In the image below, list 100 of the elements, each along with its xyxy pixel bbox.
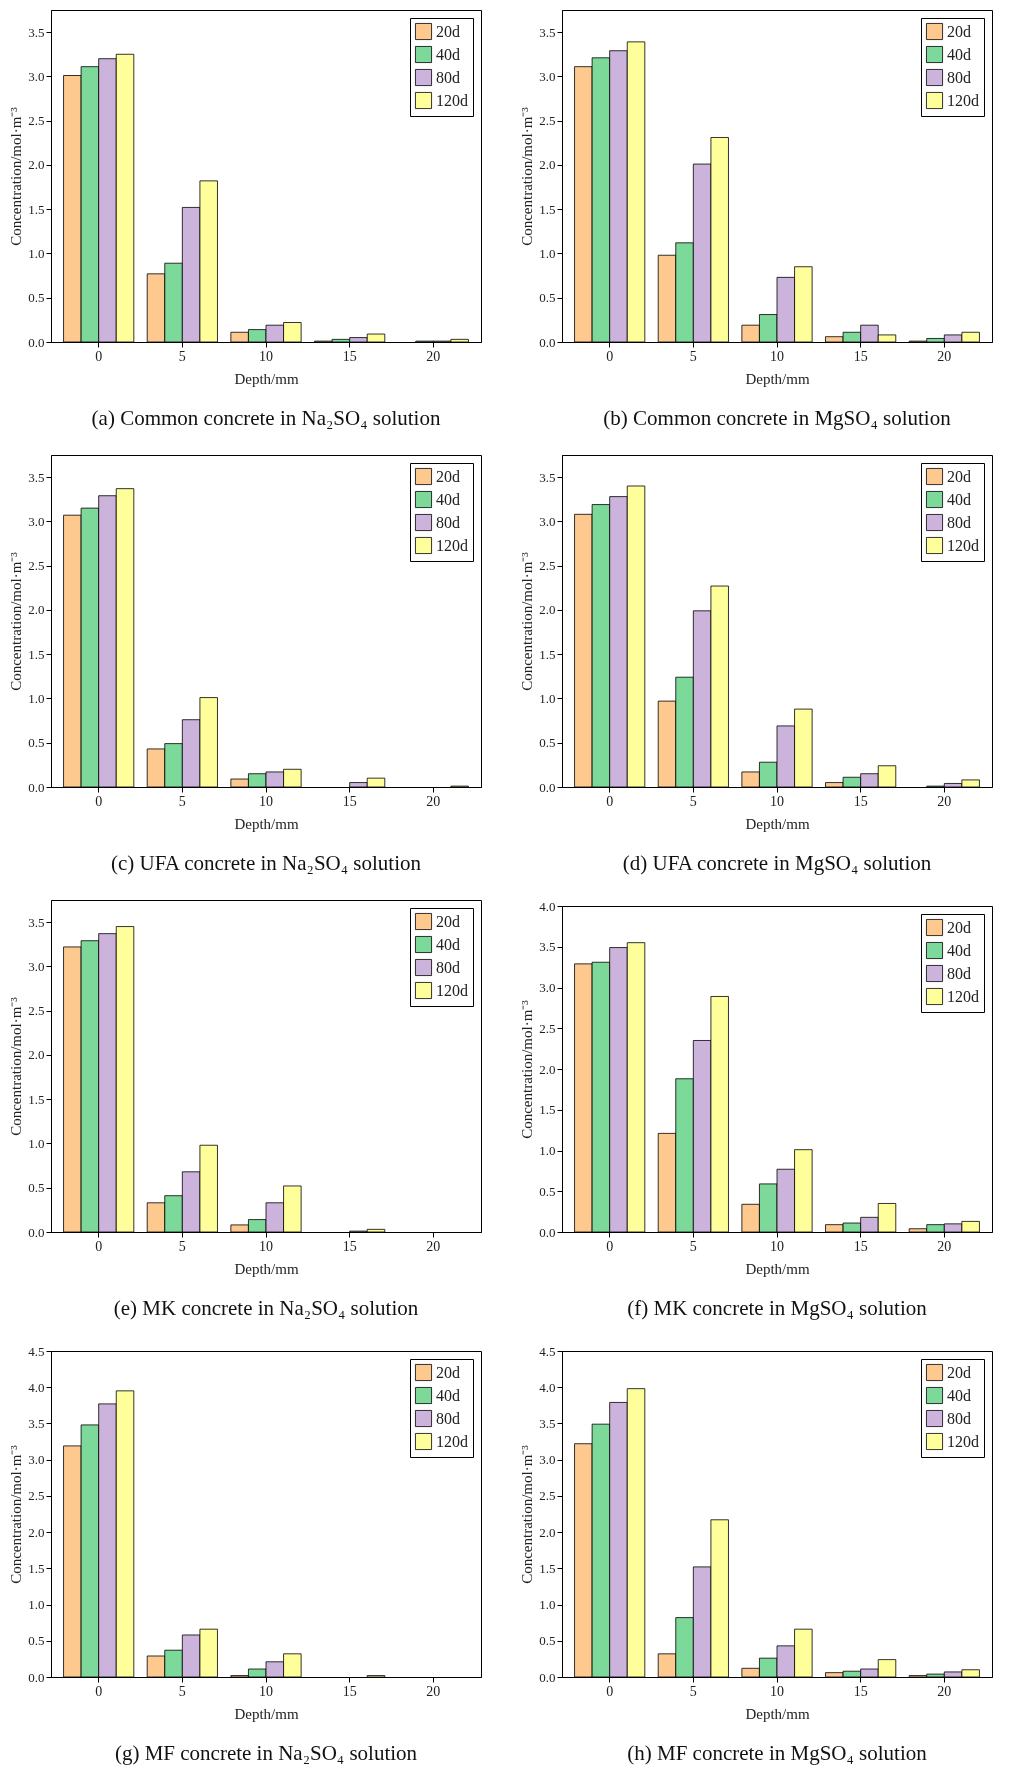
y-tick-label: 2.5 — [539, 1488, 556, 1504]
legend-label: 80d — [436, 513, 460, 531]
x-axis-title: Depth/mm — [745, 1260, 810, 1277]
y-tick-label: 1.5 — [539, 201, 556, 217]
y-tick-label: 1.0 — [28, 1597, 45, 1613]
legend-label: 120d — [947, 91, 979, 109]
x-tick-label: 15 — [342, 793, 357, 809]
x-tick-label: 10 — [259, 1238, 273, 1254]
x-tick-label: 0 — [95, 348, 103, 364]
y-tick-label: 3.5 — [28, 1415, 45, 1431]
y-tick-label: 1.5 — [28, 1560, 45, 1576]
x-tick-label: 20 — [937, 348, 952, 364]
y-tick-label: 2.0 — [539, 1061, 556, 1077]
legend-label: 20d — [436, 467, 460, 485]
x-tick-label: 15 — [853, 793, 868, 809]
x-axis-title: Depth/mm — [234, 370, 299, 387]
x-tick-label: 15 — [342, 348, 357, 364]
y-tick-label: 2.5 — [28, 558, 45, 574]
y-tick-label: 2.5 — [539, 1020, 556, 1036]
y-tick-label: 2.0 — [28, 157, 45, 173]
y-tick-label: 3.0 — [28, 958, 45, 974]
legend-label: 120d — [436, 536, 468, 554]
x-axis-title: Depth/mm — [234, 1260, 299, 1277]
y-axis-title: Concentration/mol·m⁻³ — [519, 999, 536, 1139]
legend-label: 40d — [436, 490, 460, 508]
text: (g) MF concrete in Na₂SO₄ solution — [114, 1741, 418, 1765]
y-tick-label: 0.5 — [28, 290, 45, 306]
y-tick-label: 3.0 — [539, 513, 556, 529]
x-tick-label: 20 — [426, 348, 441, 364]
x-tick-label: 5 — [689, 1683, 697, 1699]
y-tick-label: 0.0 — [539, 1224, 556, 1240]
x-tick-label: 10 — [259, 348, 273, 364]
y-tick-label: 4.0 — [539, 1379, 556, 1395]
y-tick-label: 4.5 — [539, 1343, 556, 1359]
y-tick-label: 1.5 — [539, 1560, 556, 1576]
y-tick-label: 3.0 — [539, 68, 556, 84]
x-tick-label: 0 — [606, 348, 614, 364]
y-tick-label: 2.0 — [28, 1524, 45, 1540]
y-tick-label: 0.5 — [539, 1183, 556, 1199]
legend-label: 20d — [436, 1363, 460, 1381]
x-tick-label: 10 — [770, 1238, 784, 1254]
y-tick-label: 1.5 — [28, 646, 45, 662]
x-axis-title: Depth/mm — [745, 815, 810, 832]
y-tick-label: 3.5 — [28, 469, 45, 485]
text: (h) MF concrete in MgSO₄ solution — [627, 1741, 928, 1765]
x-tick-label: 5 — [178, 1683, 186, 1699]
text: (d) UFA concrete in MgSO₄ solution — [622, 851, 932, 875]
x-tick-label: 5 — [689, 348, 697, 364]
legend-label: 40d — [947, 45, 971, 63]
x-tick-label: 15 — [342, 1683, 357, 1699]
y-tick-label: 0.0 — [28, 779, 45, 795]
y-tick-label: 3.5 — [539, 939, 556, 955]
y-tick-label: 1.0 — [28, 245, 45, 261]
y-axis-title: Concentration/mol·m⁻³ — [8, 551, 25, 691]
y-tick-label: 4.0 — [28, 1379, 45, 1395]
y-axis-title: Concentration/mol·m⁻³ — [8, 1444, 25, 1584]
y-tick-label: 0.5 — [28, 1633, 45, 1649]
legend-label: 80d — [947, 513, 971, 531]
y-tick-label: 1.5 — [539, 1102, 556, 1118]
x-tick-label: 15 — [853, 348, 868, 364]
y-axis-title: Concentration/mol·m⁻³ — [8, 106, 25, 246]
y-tick-label: 3.0 — [28, 1452, 45, 1468]
y-tick-label: 0.5 — [539, 1633, 556, 1649]
legend-label: 80d — [947, 1409, 971, 1427]
x-tick-label: 20 — [937, 1683, 952, 1699]
x-tick-label: 5 — [178, 793, 186, 809]
y-tick-label: 0.0 — [28, 1669, 45, 1685]
y-tick-label: 2.0 — [28, 602, 45, 618]
y-tick-label: 3.0 — [28, 513, 45, 529]
y-tick-label: 0.5 — [28, 1180, 45, 1196]
y-tick-label: 0.0 — [539, 334, 556, 350]
y-tick-label: 2.0 — [539, 157, 556, 173]
legend-label: 40d — [947, 1386, 971, 1404]
y-axis-title: Concentration/mol·m⁻³ — [519, 1444, 536, 1584]
x-tick-label: 0 — [606, 1683, 614, 1699]
x-tick-label: 10 — [259, 1683, 273, 1699]
legend-label: 120d — [436, 981, 468, 999]
x-tick-label: 5 — [689, 1238, 697, 1254]
y-tick-label: 2.5 — [28, 1003, 45, 1019]
y-tick-label: 1.0 — [539, 245, 556, 261]
x-axis-title: Depth/mm — [234, 1705, 299, 1722]
y-tick-label: 1.0 — [539, 690, 556, 706]
legend-label: 120d — [436, 1432, 468, 1450]
y-tick-label: 2.0 — [28, 1047, 45, 1063]
legend-label: 120d — [947, 987, 979, 1005]
y-tick-label: 3.0 — [539, 1452, 556, 1468]
text: (e) MK concrete in Na₂SO₄ solution — [113, 1296, 419, 1320]
y-tick-label: 2.5 — [539, 113, 556, 129]
legend-label: 20d — [947, 467, 971, 485]
y-tick-label: 1.0 — [28, 1135, 45, 1151]
text: (a) Common concrete in Na₂SO₄ solution — [91, 406, 441, 430]
x-tick-label: 0 — [95, 793, 103, 809]
legend-label: 20d — [947, 1363, 971, 1381]
x-tick-label: 5 — [178, 348, 186, 364]
y-tick-label: 1.0 — [539, 1597, 556, 1613]
legend-label: 120d — [947, 1432, 979, 1450]
y-tick-label: 2.0 — [539, 602, 556, 618]
text: (b) Common concrete in MgSO₄ solution — [603, 406, 952, 430]
x-axis-title: Depth/mm — [745, 1705, 810, 1722]
x-tick-label: 10 — [770, 1683, 784, 1699]
